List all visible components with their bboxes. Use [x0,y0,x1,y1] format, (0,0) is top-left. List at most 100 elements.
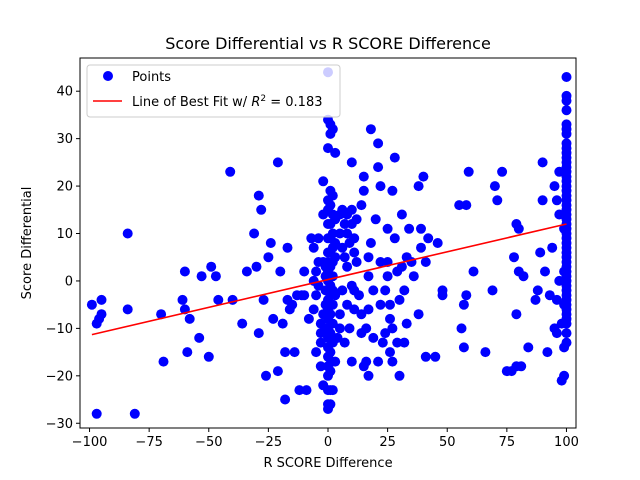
y-axis: −30 −20 −10 0 10 20 30 40 [46,85,80,432]
data-point [313,233,324,244]
data-point [318,176,329,187]
data-point [399,337,410,348]
data-point [213,294,224,305]
data-point [303,313,314,324]
data-point [535,247,546,258]
data-point [354,290,364,301]
data-point [537,157,548,168]
data-point [272,366,283,377]
data-point [346,356,357,367]
data-point [389,152,400,163]
data-point [206,261,217,272]
data-point [509,252,519,263]
data-point [301,385,312,396]
data-point [551,195,562,206]
data-point [547,242,558,253]
data-point [423,233,434,244]
data-point [358,185,369,196]
data-point [342,261,353,272]
data-point [210,271,221,282]
legend-box [86,64,341,118]
data-point [349,233,360,244]
data-point [561,128,572,139]
data-point [122,304,133,315]
data-point [265,238,276,248]
legend-fit-superscript: 2 [260,94,266,104]
data-point [437,285,448,296]
data-point [399,285,410,296]
data-point [351,214,362,225]
data-point [373,138,384,149]
data-point [497,166,508,177]
y-tick-label: 40 [56,85,73,100]
data-point [375,257,386,267]
y-tick-label: 20 [56,180,73,195]
data-point [241,266,252,277]
y-tick-label: 30 [56,132,73,147]
data-point [370,214,381,225]
data-point [339,252,350,263]
data-point [313,280,324,291]
data-point [325,309,336,320]
data-point [282,242,293,253]
data-point [349,247,360,258]
x-axis: −100 −75 −50 −25 0 25 50 75 100 [72,428,579,450]
data-point [458,299,469,310]
data-point [237,318,248,329]
data-point [289,347,300,358]
data-point [263,252,274,263]
data-point [456,323,467,334]
data-point [432,238,443,248]
data-point [339,337,350,348]
data-point [461,290,472,301]
data-point [86,299,97,310]
data-point [385,313,395,324]
data-point [327,124,338,135]
data-point [396,261,407,272]
data-point [177,294,188,305]
data-point [325,366,336,377]
x-tick-label: 25 [379,435,396,450]
data-point [299,266,310,277]
data-point [325,347,336,358]
data-point [373,162,384,173]
data-point [315,337,326,348]
data-point [363,252,374,263]
data-point [196,271,207,282]
data-point [561,105,572,116]
data-point [389,233,400,244]
data-point [365,238,376,248]
x-tick-label: 0 [324,435,332,450]
data-point [337,242,348,253]
data-point [544,290,555,301]
data-point [306,233,317,244]
data-point [554,275,565,286]
data-point [513,223,524,234]
x-axis-label: R SCORE Difference [263,456,392,471]
data-point [363,304,374,315]
data-point [203,351,214,362]
x-tick-label: −50 [195,435,222,450]
data-point [463,166,474,177]
data-point [96,309,107,320]
data-point [387,323,398,334]
data-point [280,394,291,405]
data-point [325,200,336,211]
data-point [327,190,338,201]
data-point [342,228,353,239]
legend-fit-suffix: = 0.183 [266,95,322,110]
data-point [179,266,190,277]
data-point [392,337,403,348]
x-tick-label: 75 [499,435,516,450]
data-point [420,351,431,362]
data-point [294,385,305,396]
data-point [156,309,167,320]
data-point [511,309,522,320]
data-point [487,285,498,296]
data-point [420,257,431,267]
data-point [356,309,367,320]
data-point [342,299,353,310]
data-point [268,313,279,324]
data-point [249,228,260,239]
data-point [258,294,269,305]
